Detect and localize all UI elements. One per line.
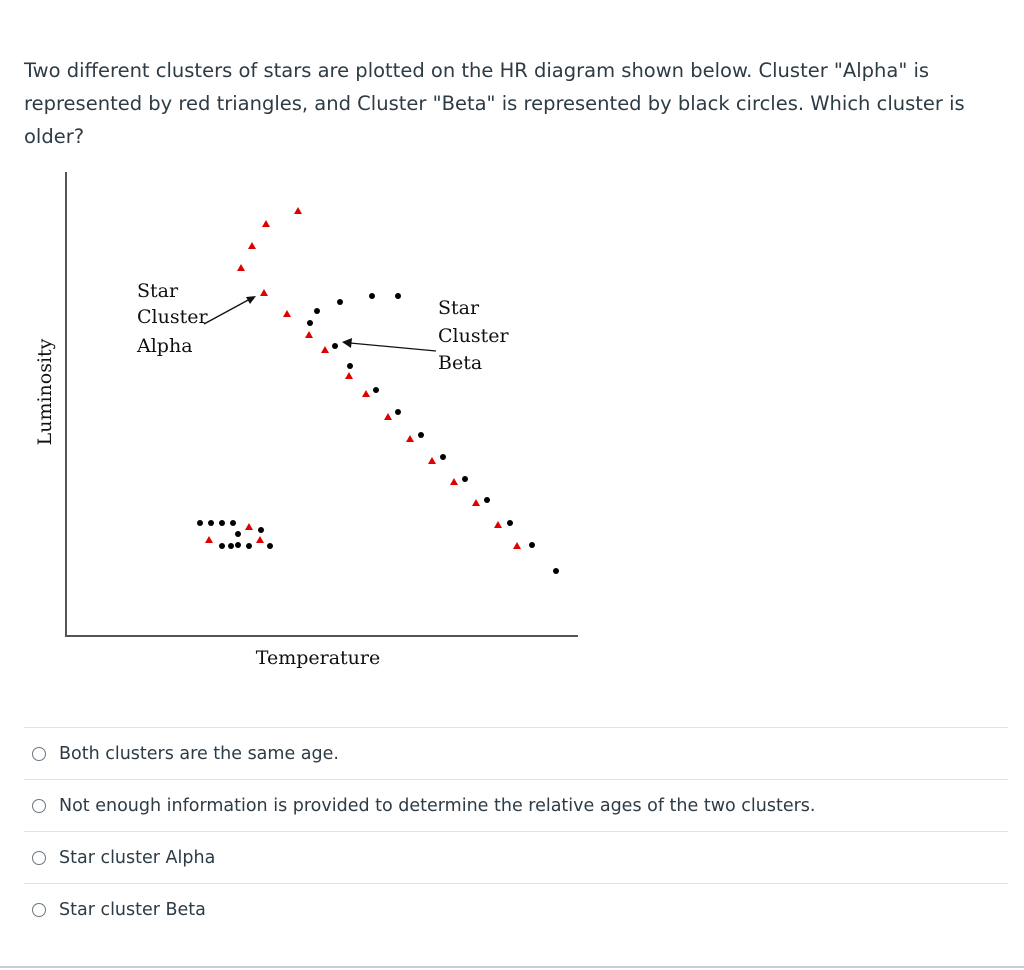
alpha-star	[283, 310, 291, 317]
beta-star	[507, 520, 513, 526]
alpha-star	[513, 542, 521, 549]
beta-star	[219, 543, 225, 549]
beta-star	[314, 308, 320, 314]
alpha-pointer-arrow	[203, 296, 256, 325]
alpha-star	[262, 220, 270, 227]
alpha-star	[321, 346, 329, 353]
radio-button[interactable]	[32, 850, 46, 865]
beta-star	[219, 520, 225, 526]
alpha-star	[237, 264, 245, 271]
beta-star	[267, 543, 273, 549]
beta-pointer-arrow	[342, 338, 437, 352]
hr-diagram: Luminosity Temperature Star Cluster Alph…	[34, 172, 578, 669]
beta-star	[484, 497, 490, 503]
alpha-star	[248, 242, 256, 249]
answer-label: Star cluster Alpha	[59, 847, 216, 868]
radio-button[interactable]	[32, 798, 46, 813]
x-axis-label: Temperature	[256, 647, 380, 669]
answer-option-same-age[interactable]: Both clusters are the same age.	[24, 728, 1008, 780]
alpha-star	[245, 523, 253, 530]
beta-star	[332, 343, 338, 349]
beta-star	[337, 299, 343, 305]
answer-option-beta[interactable]: Star cluster Beta	[24, 884, 1008, 936]
alpha-label-line-1: Star	[137, 280, 179, 302]
answer-label: Not enough information is provided to de…	[59, 795, 816, 816]
beta-star	[235, 531, 241, 537]
beta-star	[369, 293, 375, 299]
alpha-star	[450, 478, 458, 485]
alpha-star	[260, 289, 268, 296]
beta-star	[258, 527, 264, 533]
beta-star	[395, 293, 401, 299]
alpha-star	[406, 435, 414, 442]
beta-star	[395, 409, 401, 415]
beta-star	[246, 543, 252, 549]
beta-star	[462, 476, 468, 482]
beta-star	[307, 320, 313, 326]
alpha-label-line-3: Alpha	[136, 335, 193, 357]
alpha-star	[472, 499, 480, 506]
alpha-star	[305, 331, 313, 338]
alpha-star	[494, 521, 502, 528]
beta-star	[235, 542, 241, 548]
alpha-label-line-2: Cluster	[137, 306, 208, 328]
beta-star	[529, 542, 535, 548]
beta-star	[197, 520, 203, 526]
beta-label-line-1: Star	[438, 297, 480, 319]
beta-star	[347, 363, 353, 369]
y-axis-label: Luminosity	[34, 338, 56, 445]
beta-cluster-points	[197, 293, 559, 574]
beta-star	[373, 387, 379, 393]
answer-option-not-enough-info[interactable]: Not enough information is provided to de…	[24, 780, 1008, 832]
beta-star	[228, 543, 234, 549]
alpha-star	[256, 536, 264, 543]
radio-button[interactable]	[32, 746, 46, 761]
beta-star	[230, 520, 236, 526]
alpha-star	[428, 457, 436, 464]
alpha-star	[205, 536, 213, 543]
alpha-star	[345, 372, 353, 379]
question-text: Two different clusters of stars are plot…	[24, 59, 965, 148]
beta-star	[418, 432, 424, 438]
radio-button[interactable]	[32, 903, 46, 917]
answer-list: Both clusters are the same age. Not enou…	[24, 727, 1008, 936]
beta-star	[553, 568, 559, 574]
answer-option-alpha[interactable]: Star cluster Alpha	[24, 832, 1008, 884]
alpha-cluster-points	[205, 207, 521, 549]
bottom-divider	[0, 966, 1024, 968]
beta-label-line-2: Cluster	[438, 325, 509, 347]
alpha-star	[362, 390, 370, 397]
beta-label-line-3: Beta	[438, 352, 482, 374]
alpha-star	[294, 207, 302, 214]
beta-star	[208, 520, 214, 526]
answer-label: Star cluster Beta	[59, 900, 206, 920]
answer-label: Both clusters are the same age.	[59, 743, 339, 764]
alpha-star	[384, 413, 392, 420]
beta-star	[440, 454, 446, 460]
